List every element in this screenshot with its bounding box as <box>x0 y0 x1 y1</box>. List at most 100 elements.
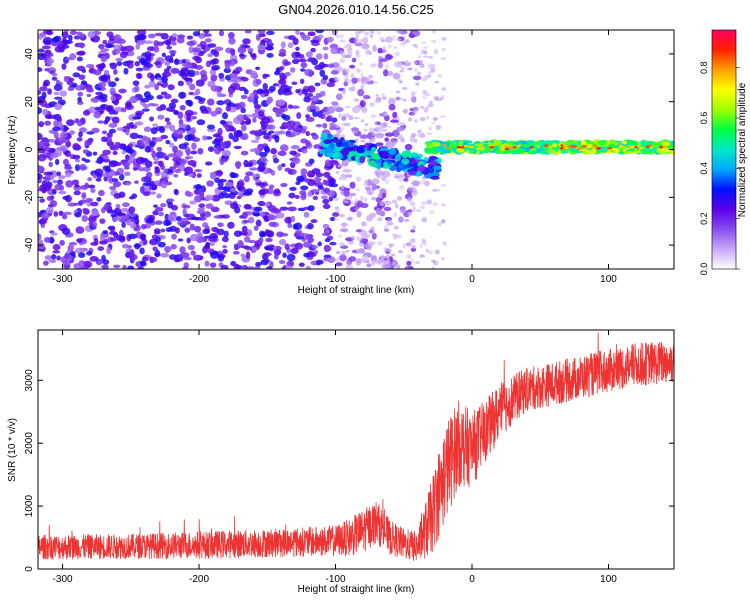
spectrogram-cell <box>280 182 288 188</box>
spectrogram-cell <box>296 112 302 119</box>
spectrogram-cell <box>275 212 285 219</box>
spectrogram-cell <box>358 38 364 44</box>
spectrogram-cell <box>337 66 343 72</box>
spectrogram-cell <box>326 82 336 88</box>
spectrogram-cell <box>319 69 326 77</box>
spectrogram-cell <box>136 134 144 139</box>
spectrogram-cell <box>376 30 381 35</box>
spectrogram-cell <box>255 135 261 141</box>
spectrogram-cell <box>329 122 336 128</box>
spectrogram-cell <box>50 232 58 236</box>
spectrogram-cell <box>174 155 180 160</box>
spectrogram-cell <box>398 162 405 169</box>
spectrogram-cell <box>274 135 280 143</box>
spectrogram-cell <box>237 46 247 54</box>
spectrogram-cell <box>173 257 181 263</box>
spectrogram-cell <box>241 124 247 132</box>
spectrogram-cell <box>125 128 130 136</box>
spectrogram-cell <box>58 210 64 217</box>
spectrogram-cell <box>206 124 215 130</box>
spectrogram-cell <box>242 219 250 224</box>
spectrogram-cell <box>355 176 362 180</box>
spectrogram-cell <box>304 68 314 77</box>
spectrogram-cell <box>295 46 300 51</box>
spectrogram-cell <box>646 144 653 147</box>
spectrogram-cell <box>387 44 393 49</box>
spectrogram-cell <box>179 158 186 166</box>
spectrogram-cell <box>52 36 60 43</box>
spectrogram-cell <box>247 47 254 52</box>
spectrogram-cell <box>355 68 361 73</box>
spectrogram-cell <box>68 77 75 82</box>
spectrogram-cell <box>210 206 220 213</box>
spectrogram-cell <box>198 50 207 54</box>
spectrogram-cell <box>300 185 309 191</box>
spectrogram-cell <box>102 230 109 234</box>
spectrogram-cell <box>482 143 490 147</box>
spectrogram-cell <box>279 232 289 237</box>
spectrogram-cell <box>284 71 291 77</box>
spectrogram-cell <box>58 190 67 195</box>
spectrogram-cell <box>290 247 299 255</box>
spectrogram-cell <box>79 42 85 49</box>
spectrogram-cell <box>278 238 287 246</box>
spectrogram-cell <box>38 219 45 225</box>
spectrogram-cell <box>256 88 265 95</box>
spectrogram-cell <box>213 50 220 58</box>
spectrogram-cell <box>184 134 194 142</box>
spectrogram-cell <box>350 235 356 241</box>
spectrogram-cell <box>341 89 346 95</box>
spectrogram-cell <box>53 91 60 96</box>
spectrogram-cell <box>428 126 433 131</box>
spectrogram-cell <box>400 66 405 70</box>
spectrogram-cell <box>430 121 436 125</box>
spectrogram-cell <box>358 241 364 247</box>
spectrogram-cell <box>65 57 73 61</box>
spectrogram-cell <box>277 164 283 171</box>
spectrogram-cell <box>306 58 316 63</box>
spectrogram-cell <box>66 119 75 127</box>
spectrogram-cell <box>327 176 333 182</box>
spectrogram-cell <box>156 106 164 112</box>
spectrogram-cell <box>276 99 286 107</box>
spectrogram-cell <box>404 143 413 151</box>
spectrogram-cell <box>657 150 665 154</box>
spectrogram-cell <box>412 206 416 212</box>
spectrogram-cell <box>58 144 68 152</box>
spectrogram-cell <box>370 259 376 266</box>
spectrogram-cell <box>353 98 359 102</box>
spectrogram-cell <box>76 51 86 56</box>
spectrogram-cell <box>597 140 607 146</box>
spectrogram-cell <box>264 90 269 97</box>
spectrogram-cell <box>475 143 483 147</box>
spectrogram-cell <box>250 139 260 144</box>
spectrogram-cell <box>103 155 109 160</box>
spectrogram-cell <box>328 63 335 69</box>
spectrogram-cell <box>257 165 265 173</box>
spectrogram-cell <box>279 48 287 55</box>
spectrogram-cell <box>173 174 179 178</box>
spectrogram-cell <box>162 72 167 77</box>
spectrogram-cell <box>370 147 377 152</box>
spectrogram-cell <box>270 148 278 155</box>
spectrogram-cell <box>388 97 396 106</box>
spectrogram-cell <box>385 54 394 60</box>
spectrogram-cell <box>94 106 101 111</box>
spectrogram-cell <box>265 237 273 243</box>
spectrogram-cell <box>344 74 348 78</box>
spectrogram-cell <box>426 132 433 135</box>
spectrogram-cell <box>442 241 447 246</box>
spectrogram-cell <box>233 250 240 255</box>
spectrogram-cell <box>54 96 63 100</box>
spectrogram-cell <box>109 144 116 151</box>
spectrogram-cell <box>420 105 425 110</box>
spectrogram-cell <box>76 65 86 71</box>
spectrogram-cell <box>136 139 142 147</box>
spectrogram-cell <box>205 241 210 249</box>
spectrogram-cell <box>255 33 261 41</box>
spectrogram-cell <box>322 122 328 129</box>
spectrogram-cell <box>335 123 340 129</box>
spectrogram-cell <box>371 178 380 185</box>
spectrogram-cell <box>63 39 71 45</box>
